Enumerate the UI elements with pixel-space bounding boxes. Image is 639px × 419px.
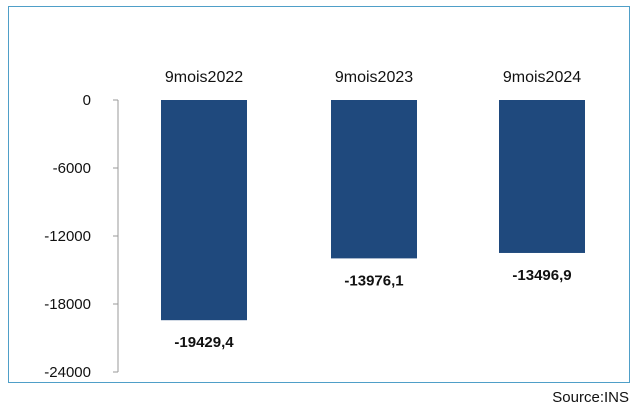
y-tick-label: -6000 xyxy=(53,160,91,177)
bar xyxy=(499,100,585,253)
y-tick-label: -24000 xyxy=(44,364,91,381)
category-label: 9mois2024 xyxy=(503,69,581,86)
data-label: -19429,4 xyxy=(174,334,234,351)
category-labels: 9mois2022 9mois2023 9mois2024 xyxy=(165,69,581,86)
data-label: -13496,9 xyxy=(512,267,571,284)
y-tick-label: -12000 xyxy=(44,228,91,245)
category-label: 9mois2022 xyxy=(165,69,243,86)
data-label: -13976,1 xyxy=(344,272,403,289)
source-label: Source:INS xyxy=(552,389,629,406)
y-tick-label: -18000 xyxy=(44,296,91,313)
y-tick-label: 0 xyxy=(83,92,91,109)
y-axis-ticks: 0 -6000 -12000 -18000 -24000 xyxy=(44,92,118,381)
bars xyxy=(161,100,585,321)
bar xyxy=(161,100,247,321)
data-labels: -19429,4 -13976,1 -13496,9 xyxy=(174,267,571,351)
category-label: 9mois2023 xyxy=(335,69,413,86)
bar xyxy=(331,100,417,259)
